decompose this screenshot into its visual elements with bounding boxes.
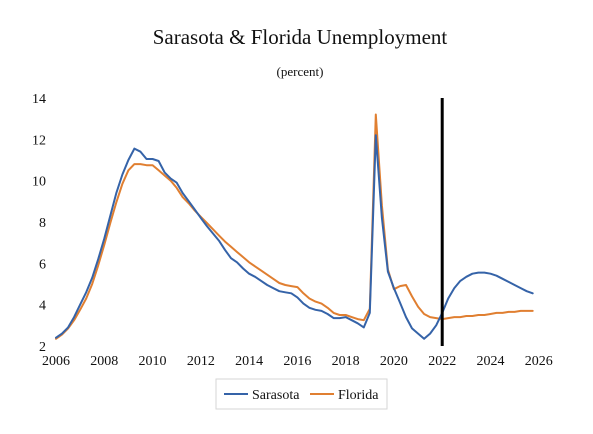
series-line-sarasota — [55, 134, 534, 340]
y-tick-label: 2 — [39, 340, 46, 355]
x-tick-label: 2010 — [139, 354, 167, 369]
x-tick-label: 2016 — [283, 354, 311, 369]
y-tick-label: 8 — [39, 216, 46, 231]
x-tick-label: 2026 — [525, 354, 553, 369]
chart-subtitle: (percent) — [277, 64, 324, 79]
legend-label-florida: Florida — [338, 388, 379, 403]
x-axis: 2006 2008 2010 2012 2014 2016 2018 2020 2022 2024… — [42, 354, 553, 369]
y-tick-label: 12 — [32, 133, 46, 148]
y-tick-label: 4 — [39, 299, 46, 314]
x-tick-label: 2006 — [42, 354, 70, 369]
y-tick-label: 10 — [32, 175, 46, 190]
series-lines — [55, 113, 534, 340]
x-tick-label: 2008 — [90, 354, 118, 369]
series-line-florida — [55, 113, 534, 340]
x-tick-label: 2024 — [476, 354, 504, 369]
y-tick-label: 6 — [39, 257, 46, 272]
y-axis: 2 4 6 8 10 12 14 — [32, 92, 46, 355]
legend: Sarasota Florida — [215, 378, 388, 410]
chart-title: Sarasota & Florida Unemployment — [153, 25, 448, 49]
x-tick-label: 2014 — [235, 354, 263, 369]
legend-box — [215, 378, 388, 410]
y-tick-label: 14 — [32, 92, 46, 107]
x-tick-label: 2020 — [380, 354, 408, 369]
legend-label-sarasota: Sarasota — [252, 388, 300, 403]
x-tick-label: 2022 — [428, 354, 456, 369]
x-tick-label: 2012 — [187, 354, 215, 369]
x-tick-label: 2018 — [332, 354, 360, 369]
